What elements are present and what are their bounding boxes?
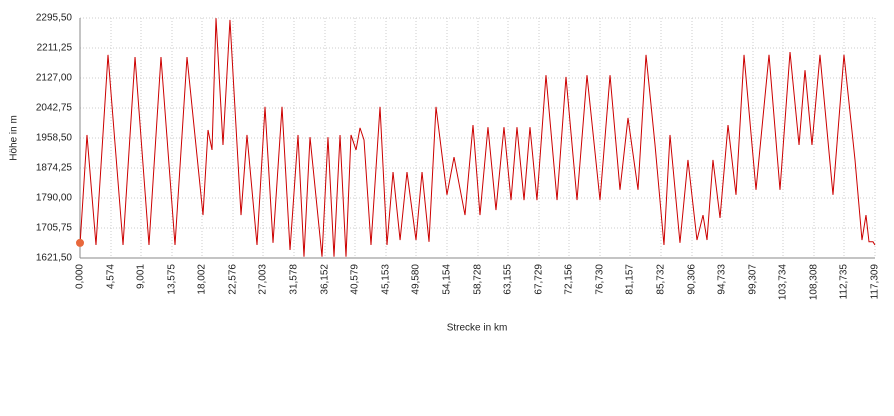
x-tick-label: 45,153 [381,264,392,295]
x-tick-label: 94,733 [717,264,728,295]
x-tick-label: 103,734 [778,264,789,301]
y-tick-label: 1621,50 [36,253,73,264]
position-marker [76,238,84,247]
x-tick-label: 4,574 [106,264,117,289]
x-tick-label: 112,735 [839,264,850,300]
y-tick-label: 1874,25 [36,163,73,174]
x-tick-label: 72,156 [564,264,575,295]
x-tick-label: 117,309 [870,264,881,300]
x-tick-label: 22,576 [228,264,239,295]
x-tick-label: 85,732 [656,264,667,295]
y-tick-label: 1790,00 [36,193,73,204]
y-tick-label: 2127,00 [36,73,73,84]
x-tick-label: 54,154 [442,264,453,295]
x-tick-label: 18,002 [197,264,208,295]
x-tick-label: 9,001 [136,264,147,289]
y-tick-label: 2042,75 [36,103,73,114]
y-tick-label: 1958,50 [36,133,73,144]
x-axis-label: Strecke in km [447,323,508,334]
x-tick-label: 40,579 [350,264,361,295]
x-tick-label: 49,580 [411,264,422,295]
x-tick-label: 58,728 [473,264,484,295]
x-tick-label: 63,155 [503,264,514,295]
x-tick-label: 81,157 [625,264,636,295]
x-tick-label: 90,306 [687,264,698,295]
y-tick-label: 1705,75 [36,223,73,234]
y-axis-label: Höhe in m [9,115,20,161]
x-tick-label: 108,308 [809,264,820,301]
x-tick-label: 31,578 [289,264,300,295]
x-tick-label: 27,003 [258,264,269,295]
x-tick-label: 36,152 [320,264,331,295]
elevation-line [79,18,876,257]
y-tick-label: 2211,25 [37,43,73,54]
x-tick-label: 76,730 [595,264,606,295]
y-tick-label: 2295,50 [36,13,73,24]
x-tick-label: 99,307 [748,264,759,295]
x-tick-label: 0,000 [75,264,86,289]
x-tick-label: 67,729 [534,264,545,295]
x-tick-label: 13,575 [167,264,178,295]
